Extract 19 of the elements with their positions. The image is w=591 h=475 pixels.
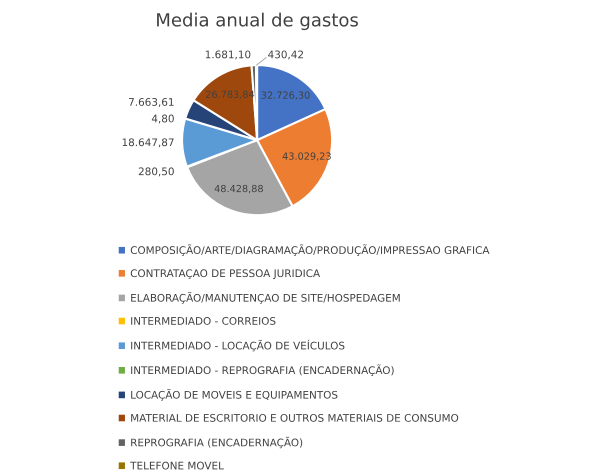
legend-label: ELABORAÇÃO/MANUTENÇAO DE SITE/HOSPEDAGEM bbox=[131, 292, 400, 304]
chart-title: Media anual de gastos bbox=[157, 12, 358, 30]
legend-label: MATERIAL DE ESCRITORIO E OUTROS MATERIAIS DE CONSUMO bbox=[131, 414, 458, 422]
legend-label: CONTRATAÇAO DE PESSOA JURIDICA bbox=[130, 269, 320, 280]
data-label: 1.681,10 bbox=[206, 50, 250, 60]
data-label: 32.726,30 bbox=[262, 91, 310, 100]
legend-label: COMPOSIÇÃO/ARTE/DIAGRAMAÇÃO/PRODUÇÃO/IMPRESSAO GRAFICA bbox=[130, 244, 490, 256]
data-label: 18.647,87 bbox=[122, 138, 174, 148]
legend-label: LOCAÇÃO DE MOVEIS E EQUIPAMENTOS bbox=[131, 389, 338, 401]
data-label: 4,80 bbox=[152, 114, 174, 124]
legend-label: REPROGRAFIA (ENCADERNAÇÃO) bbox=[131, 436, 302, 448]
data-label: 7.663,61 bbox=[129, 98, 174, 107]
data-label: 48.428,88 bbox=[214, 184, 263, 194]
data-label: 430,42 bbox=[268, 50, 303, 60]
legend-label: TELEFONE MOVEL bbox=[130, 462, 224, 470]
legend-label: INTERMEDIADO - CORREIOS bbox=[131, 316, 276, 325]
legend-label: INTERMEDIADO - LOCAÇÃO DE VEÍCULOS bbox=[131, 340, 344, 352]
legend-label: INTERMEDIADO - REPROGRAFIA (ENCADERNAÇÃO) bbox=[131, 364, 394, 376]
data-label: 280,50 bbox=[138, 167, 174, 176]
